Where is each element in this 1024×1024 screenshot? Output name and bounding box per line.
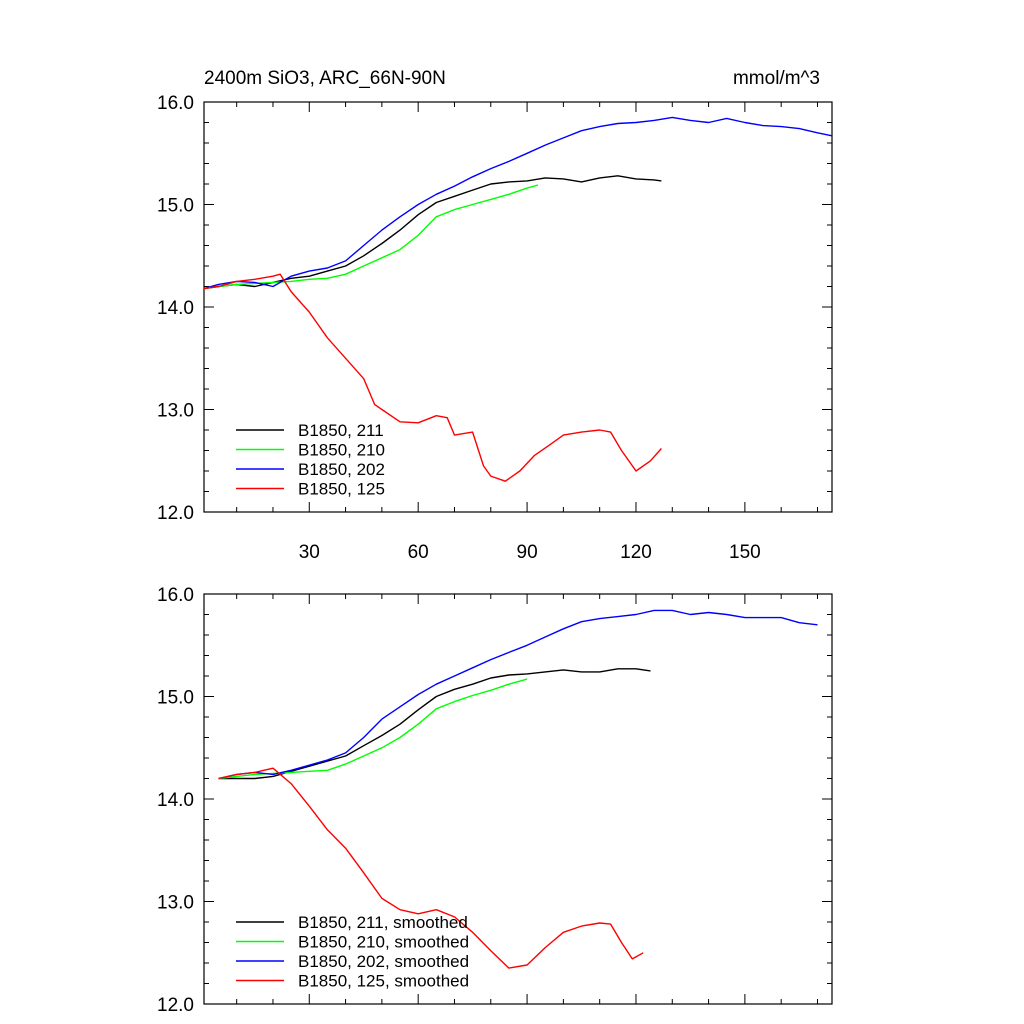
legend-label: B1850, 202 (298, 460, 385, 479)
x-tick-label: 60 (408, 542, 429, 563)
x-tick-label: 90 (517, 542, 538, 563)
y-tick-label: 12.0 (157, 995, 194, 1016)
x-tick-label: 30 (299, 542, 320, 563)
y-tick-label: 12.0 (157, 503, 194, 524)
y-tick-label: 16.0 (157, 93, 194, 114)
legend-label: B1850, 211, smoothed (298, 913, 468, 932)
y-tick-label: 14.0 (157, 790, 194, 811)
legend-label: B1850, 202, smoothed (298, 952, 469, 971)
legend-label: B1850, 125, smoothed (298, 972, 469, 991)
y-tick-label: 14.0 (157, 298, 194, 319)
y-tick-label: 13.0 (157, 893, 194, 914)
chart-title: 2400m SiO3, ARC_66N-90N (204, 68, 446, 89)
x-tick-label: 150 (729, 542, 761, 563)
legend-label: B1850, 211 (298, 421, 384, 440)
units-label: mmol/m^3 (733, 68, 820, 89)
series-line (218, 668, 651, 780)
series-line (218, 767, 644, 969)
series-line (218, 609, 818, 780)
legend-label: B1850, 210 (298, 441, 385, 460)
series-line (203, 273, 662, 482)
legend-label: B1850, 210, smoothed (298, 933, 469, 952)
legend-label: B1850, 125 (298, 480, 385, 499)
bottom-panel: 12.0 13.0 14.0 15.0 16.0 B1850, 211, smoothed… (157, 585, 833, 1016)
series-line (203, 116, 833, 290)
y-tick-label: 15.0 (157, 688, 194, 709)
series-line (203, 184, 539, 290)
y-tick-label: 13.0 (157, 401, 194, 422)
series-line (203, 175, 662, 290)
y-tick-label: 16.0 (157, 585, 194, 606)
x-tick-label: 120 (620, 542, 652, 563)
y-tick-label: 15.0 (157, 196, 194, 217)
top-panel: 12.0 13.0 14.0 15.0 16.0 30 60 90 120 150 B1850, 2… (157, 93, 833, 563)
